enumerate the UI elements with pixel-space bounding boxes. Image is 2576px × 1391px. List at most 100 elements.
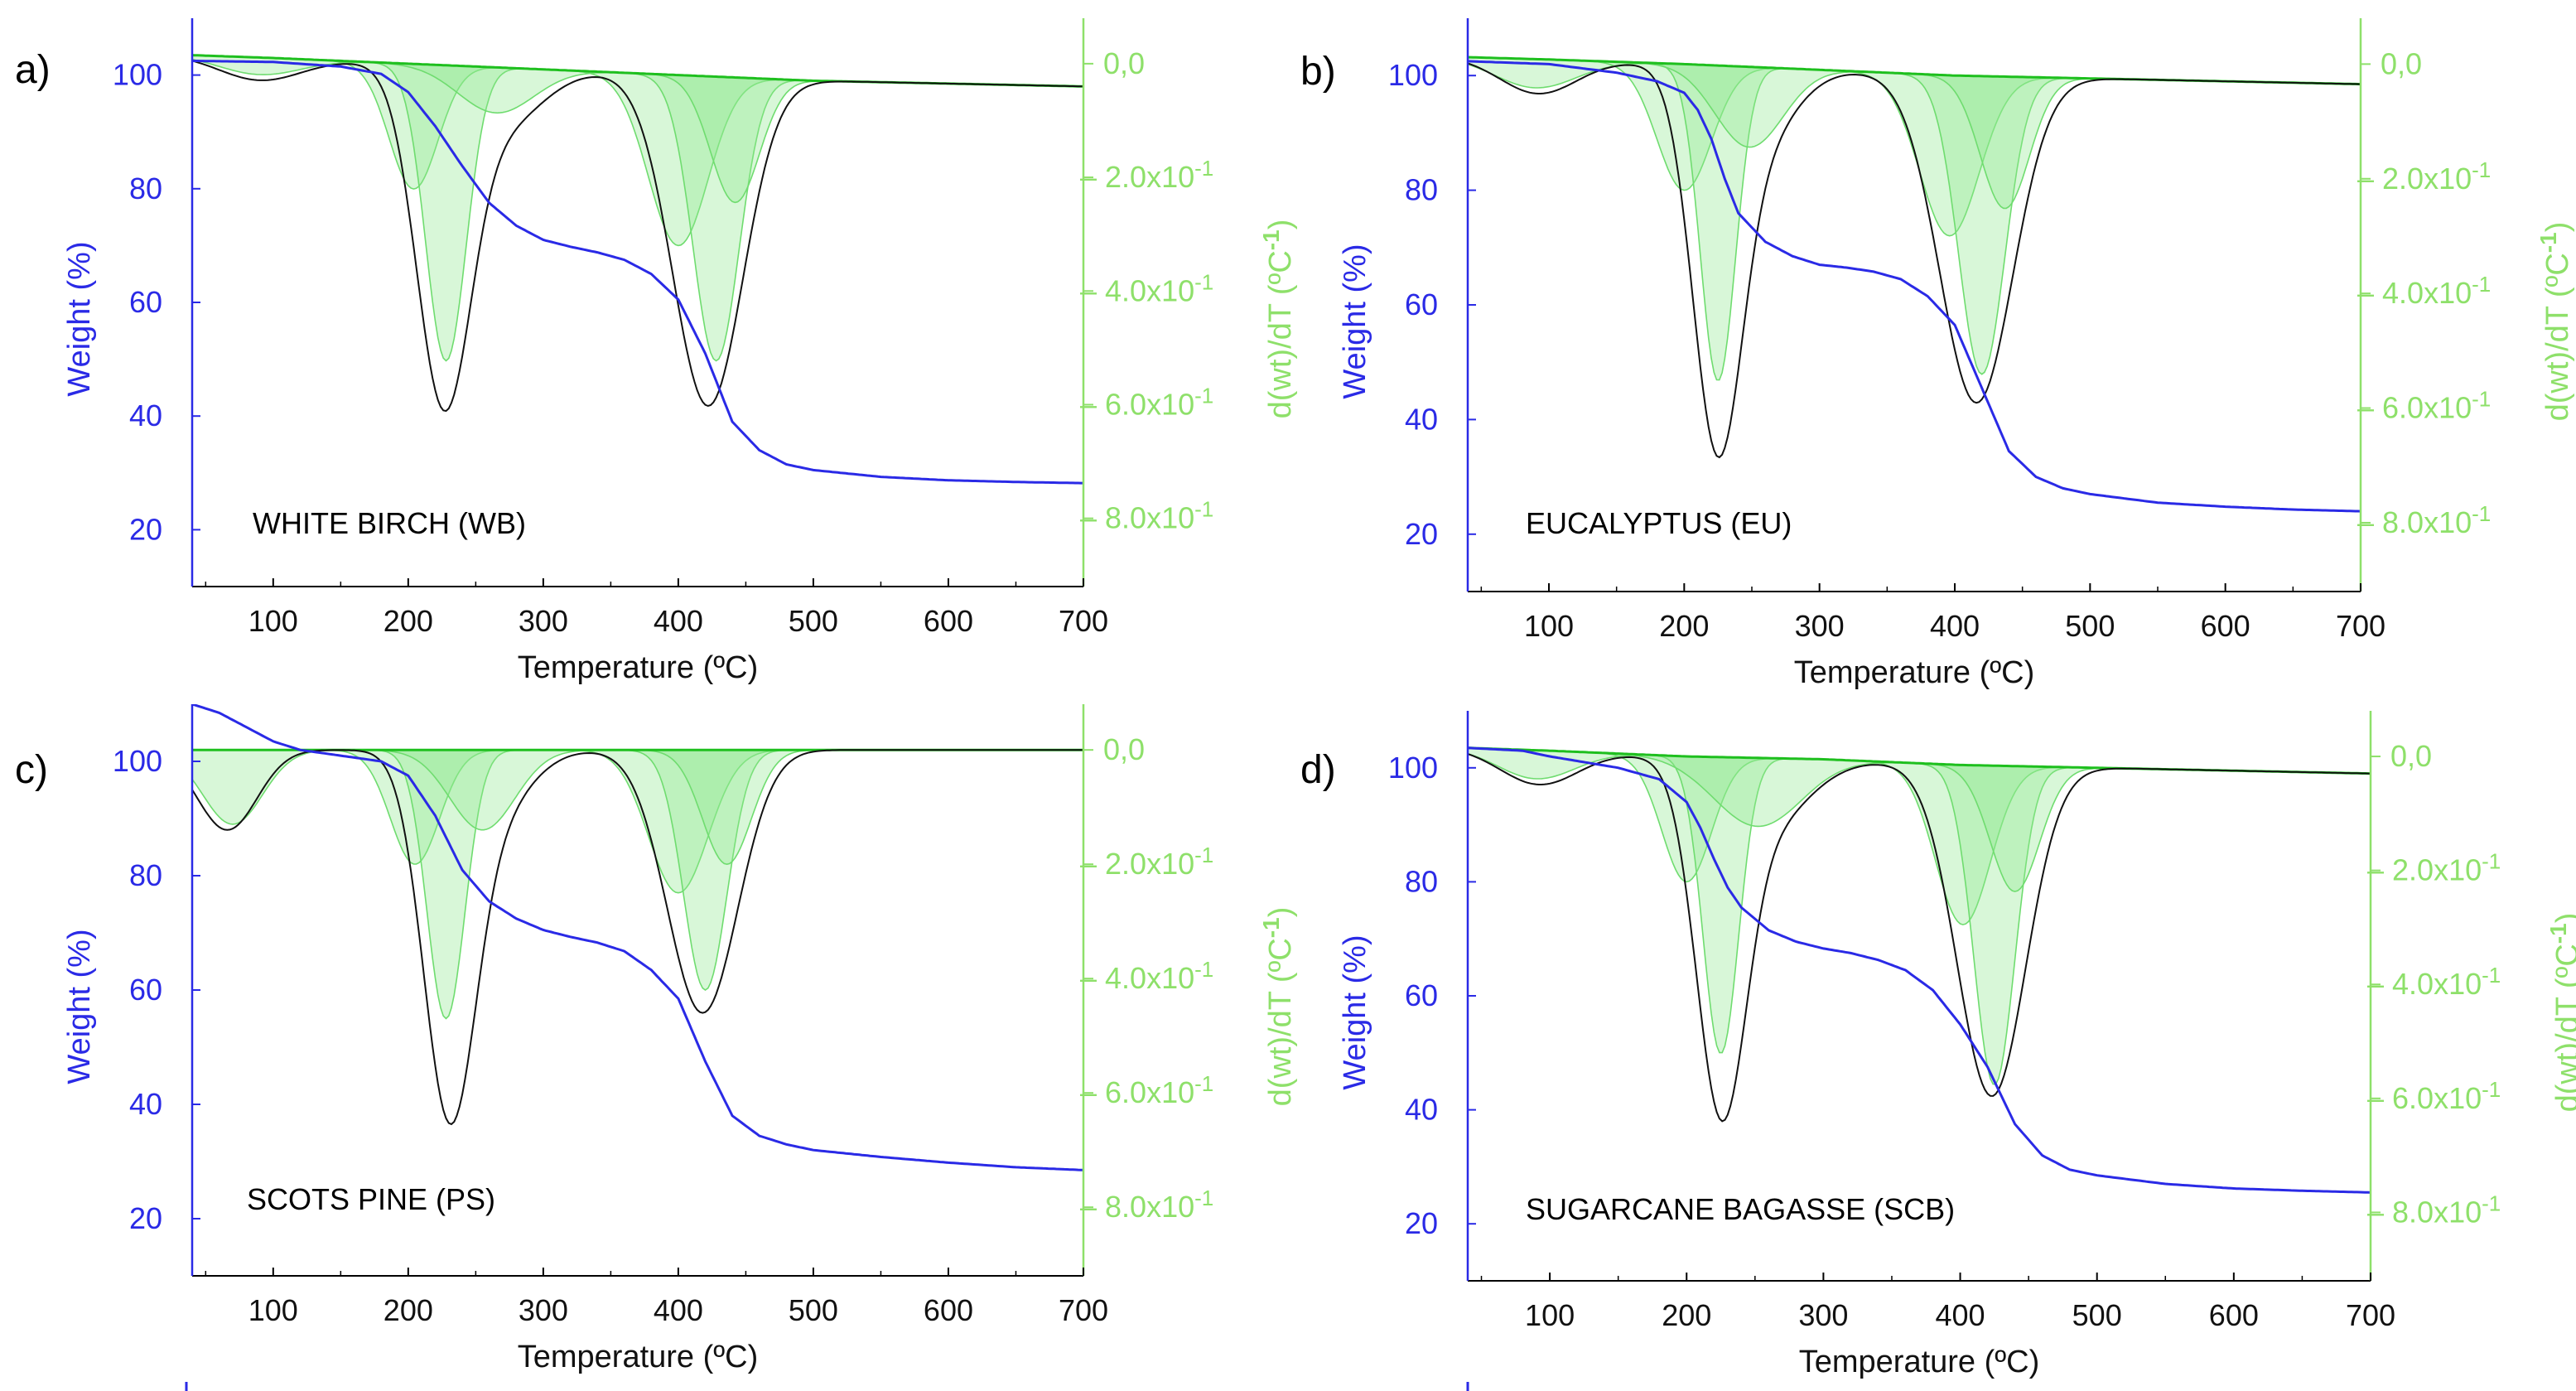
x-tick-label: 300 [519,604,568,638]
x-tick-label: 200 [384,1293,433,1327]
y2-tick-label: – 6.0x10-1 [2357,387,2491,425]
x-tick-label: 600 [924,1293,973,1327]
dtg-peak-fill-6 [1903,762,2086,1084]
panel-label: a) [15,48,51,92]
panel-a: 100 200 300 400 500 600 700 20 40 60 80 100 0,0 – 2.0… [15,18,1298,685]
panel-label: b) [1300,50,1336,94]
x-tick-label: 600 [2209,1298,2259,1332]
weight-line [1468,60,2361,513]
x-tick-label: 500 [789,604,838,638]
x-tick-label: 400 [1936,1298,1985,1332]
dtg-experimental-line [1468,62,2361,459]
dtg-peak-fill-4 [1563,751,1952,827]
curves [192,704,1083,1171]
x-axis-title: Temperature (ºC) [518,1340,759,1374]
y2-tick-label: 0,0 [1103,46,1145,80]
dtg-peak-fill-3 [1641,62,1796,380]
y2-tick-label: 0,0 [2381,46,2422,80]
y-tick-label: 60 [1405,287,1438,321]
y2-tick-label: – 8.0x10-1 [2357,501,2491,539]
weight-line [192,59,1083,485]
dtg-peak-fill-4 [1597,60,1901,147]
dtg-peak-fill-7 [1898,73,2112,209]
x-tick-label: 700 [2336,609,2385,643]
dtg-peak-fill-2 [308,750,522,864]
curves [192,54,1083,485]
x-tick-label: 100 [1524,609,1574,643]
curves [1468,746,2371,1194]
x-tick-label: 400 [1930,609,1980,643]
y-tick-label: 60 [129,285,162,319]
y-axis-title: Weight (%) [1338,244,1372,398]
dtg-peak-fill-3 [1643,754,1799,1053]
dtg-peak-fill-4 [338,750,627,830]
x-tick-label: 100 [1525,1298,1575,1332]
x-tick-label: 400 [654,604,703,638]
panel-label: c) [15,748,48,792]
dtg-peak-fill-7 [619,750,835,865]
x-tick-label: 100 [248,1293,298,1327]
x-tick-label: 500 [2065,609,2115,643]
x-tick-label: 200 [1659,609,1709,643]
y-tick-label: 100 [113,58,162,92]
y-axis-title: Weight (%) [62,241,97,396]
x-tick-label: 300 [519,1293,568,1327]
y-tick-label: 100 [1388,751,1438,785]
y-tick-label: 80 [129,171,162,205]
dtg-peak-fill-6 [1879,72,2085,374]
x-axis-title: Temperature (ºC) [1794,655,2035,690]
y-axis-title: Weight (%) [1338,935,1372,1089]
dtg-peak-fill-3 [356,61,536,361]
x-tick-label: 300 [1795,609,1845,643]
y-tick-label: 60 [129,973,162,1007]
weight-line [192,704,1083,1171]
x-tick-label: 500 [2072,1298,2122,1332]
y2-tick-label: – 2.0x10-1 [2367,849,2501,887]
x-axis-title: Temperature (ºC) [518,650,759,685]
y2-tick-label: – 4.0x10-1 [2367,963,2501,1001]
y-tick-label: 100 [113,744,162,778]
y-tick-label: 100 [1388,58,1438,92]
dtg-experimental-line [192,60,1083,413]
x-tick-label: 700 [2346,1298,2395,1332]
sample-label: EUCALYPTUS (EU) [1526,506,1792,540]
y-tick-label: 20 [1405,1206,1438,1240]
y2-tick-label: – 4.0x10-1 [1080,269,1213,307]
dtg-peak-fill-3 [362,750,530,1019]
panel-d: 100 200 300 400 500 600 700 20 40 60 80 100 0,0 – 2.0… [1300,711,2576,1379]
dtg-experimental-line [1468,753,2371,1123]
dtg-peak-fill-5 [546,69,811,246]
y2-axis-title: d(wt)/dT (ºC-1) [2535,222,2575,422]
y-tick-label: 60 [1405,978,1438,1012]
x-tick-label: 300 [1798,1298,1848,1332]
dtg-peak-fill-6 [613,72,819,361]
y-tick-label: 80 [1405,173,1438,207]
y-tick-label: 20 [129,512,162,546]
sample-label: WHITE BIRCH (WB) [253,506,526,540]
y-tick-label: 40 [1405,402,1438,436]
y2-tick-label: 0,0 [1103,732,1145,766]
x-tick-label: 700 [1059,604,1108,638]
y2-tick-label: – 8.0x10-1 [1080,1186,1213,1224]
x-tick-label: 200 [1662,1298,1711,1332]
panel-b: 100 200 300 400 500 600 700 20 40 60 80 100 0,0 – 2.0… [1300,18,2575,690]
y2-tick-label: – 6.0x10-1 [1080,383,1213,421]
y-tick-label: 40 [129,1087,162,1121]
y-tick-label: 20 [129,1201,162,1235]
dtg-peak-fill-1 [192,750,365,824]
y-tick-label: 80 [129,858,162,892]
dtg-experimental-line [192,749,1083,1126]
dtg-peak-fill-5 [1816,70,2082,236]
y2-axis-title: d(wt)/dT (ºC-1) [2545,913,2576,1113]
dtg-peak-fill-6 [610,750,800,990]
y2-tick-label: – 2.0x10-1 [2357,157,2491,196]
dtg-peak-fill-7 [627,73,843,203]
panel-c: 100 200 300 400 500 600 700 20 40 60 80 100 0,0 – 2.0… [15,704,1298,1374]
y2-tick-label: – 4.0x10-1 [1080,957,1213,995]
x-tick-label: 200 [384,604,433,638]
y-tick-label: 40 [1405,1093,1438,1127]
x-tick-label: 600 [924,604,973,638]
y2-tick-label: – 6.0x10-1 [2367,1077,2501,1115]
y2-axis-title: d(wt)/dT (ºC-1) [1258,907,1298,1107]
